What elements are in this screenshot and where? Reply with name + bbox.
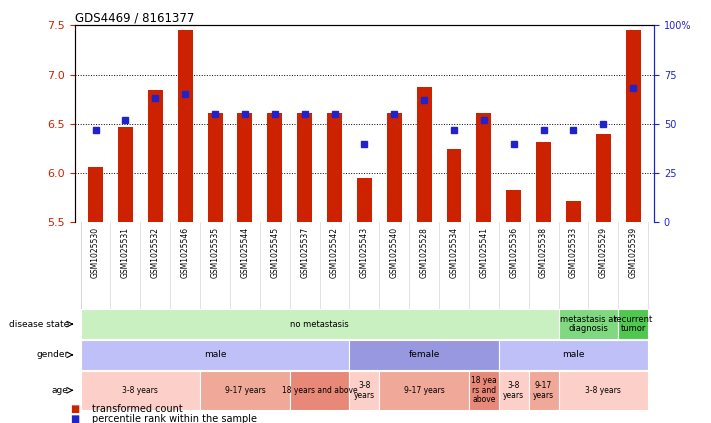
Text: GSM1025528: GSM1025528 bbox=[419, 227, 429, 277]
Text: GSM1025534: GSM1025534 bbox=[449, 227, 459, 278]
Bar bbox=[349, 340, 499, 370]
Text: GSM1025542: GSM1025542 bbox=[330, 227, 339, 278]
Bar bbox=[267, 113, 282, 222]
Text: GSM1025535: GSM1025535 bbox=[210, 227, 220, 278]
Text: GSM1025543: GSM1025543 bbox=[360, 227, 369, 278]
Text: 3-8
years: 3-8 years bbox=[354, 381, 375, 400]
Text: 3-8 years: 3-8 years bbox=[585, 386, 621, 395]
Bar bbox=[596, 134, 611, 222]
Bar bbox=[297, 113, 312, 222]
Text: GSM1025536: GSM1025536 bbox=[509, 227, 518, 278]
Text: GSM1025546: GSM1025546 bbox=[181, 227, 190, 278]
Bar bbox=[208, 113, 223, 222]
Bar bbox=[417, 88, 432, 222]
Text: GDS4469 / 8161377: GDS4469 / 8161377 bbox=[75, 11, 194, 24]
Bar bbox=[349, 371, 380, 409]
Text: GSM1025539: GSM1025539 bbox=[629, 227, 638, 278]
Text: 18 yea
rs and
above: 18 yea rs and above bbox=[471, 376, 497, 404]
Text: GSM1025541: GSM1025541 bbox=[479, 227, 488, 278]
Text: GSM1025529: GSM1025529 bbox=[599, 227, 608, 278]
Text: 3-8 years: 3-8 years bbox=[122, 386, 159, 395]
Text: GSM1025537: GSM1025537 bbox=[300, 227, 309, 278]
Text: 9-17
years: 9-17 years bbox=[533, 381, 554, 400]
Text: metastasis at
diagnosis: metastasis at diagnosis bbox=[560, 315, 616, 333]
Bar bbox=[88, 167, 103, 222]
Bar bbox=[289, 371, 349, 409]
Text: GSM1025540: GSM1025540 bbox=[390, 227, 399, 278]
Bar bbox=[327, 113, 342, 222]
Bar bbox=[506, 190, 521, 222]
Text: 9-17 years: 9-17 years bbox=[225, 386, 265, 395]
Bar bbox=[559, 309, 619, 339]
Text: female: female bbox=[408, 350, 440, 360]
Text: male: male bbox=[562, 350, 584, 360]
Bar bbox=[566, 201, 581, 222]
Text: disease state: disease state bbox=[9, 320, 69, 329]
Bar bbox=[178, 30, 193, 222]
Bar bbox=[80, 371, 200, 409]
Text: no metastasis: no metastasis bbox=[290, 320, 349, 329]
Text: GSM1025530: GSM1025530 bbox=[91, 227, 100, 278]
Text: GSM1025532: GSM1025532 bbox=[151, 227, 160, 278]
Text: male: male bbox=[204, 350, 226, 360]
Bar bbox=[357, 178, 372, 222]
Text: GSM1025545: GSM1025545 bbox=[270, 227, 279, 278]
Bar bbox=[237, 113, 252, 222]
Bar bbox=[559, 371, 648, 409]
Bar bbox=[499, 371, 529, 409]
Text: percentile rank within the sample: percentile rank within the sample bbox=[92, 414, 257, 423]
Bar bbox=[387, 113, 402, 222]
Bar bbox=[469, 371, 499, 409]
Text: age: age bbox=[52, 386, 69, 395]
Text: 9-17 years: 9-17 years bbox=[404, 386, 444, 395]
Text: ■: ■ bbox=[70, 414, 80, 423]
Text: GSM1025533: GSM1025533 bbox=[569, 227, 578, 278]
Bar bbox=[80, 340, 349, 370]
Text: 3-8
years: 3-8 years bbox=[503, 381, 524, 400]
Text: ■: ■ bbox=[70, 404, 80, 414]
Text: GSM1025531: GSM1025531 bbox=[121, 227, 130, 278]
Bar bbox=[619, 309, 648, 339]
Text: GSM1025544: GSM1025544 bbox=[240, 227, 250, 278]
Bar bbox=[200, 371, 289, 409]
Bar bbox=[529, 371, 559, 409]
Text: gender: gender bbox=[36, 350, 69, 360]
Text: 18 years and above: 18 years and above bbox=[282, 386, 358, 395]
Bar bbox=[476, 113, 491, 222]
Bar bbox=[80, 309, 559, 339]
Bar bbox=[380, 371, 469, 409]
Text: GSM1025538: GSM1025538 bbox=[539, 227, 548, 278]
Bar bbox=[536, 142, 551, 222]
Bar bbox=[447, 148, 461, 222]
Bar bbox=[118, 127, 133, 222]
Text: recurrent
tumor: recurrent tumor bbox=[614, 315, 653, 333]
Text: transformed count: transformed count bbox=[92, 404, 183, 414]
Bar bbox=[148, 91, 163, 222]
Bar bbox=[499, 340, 648, 370]
Bar bbox=[626, 30, 641, 222]
